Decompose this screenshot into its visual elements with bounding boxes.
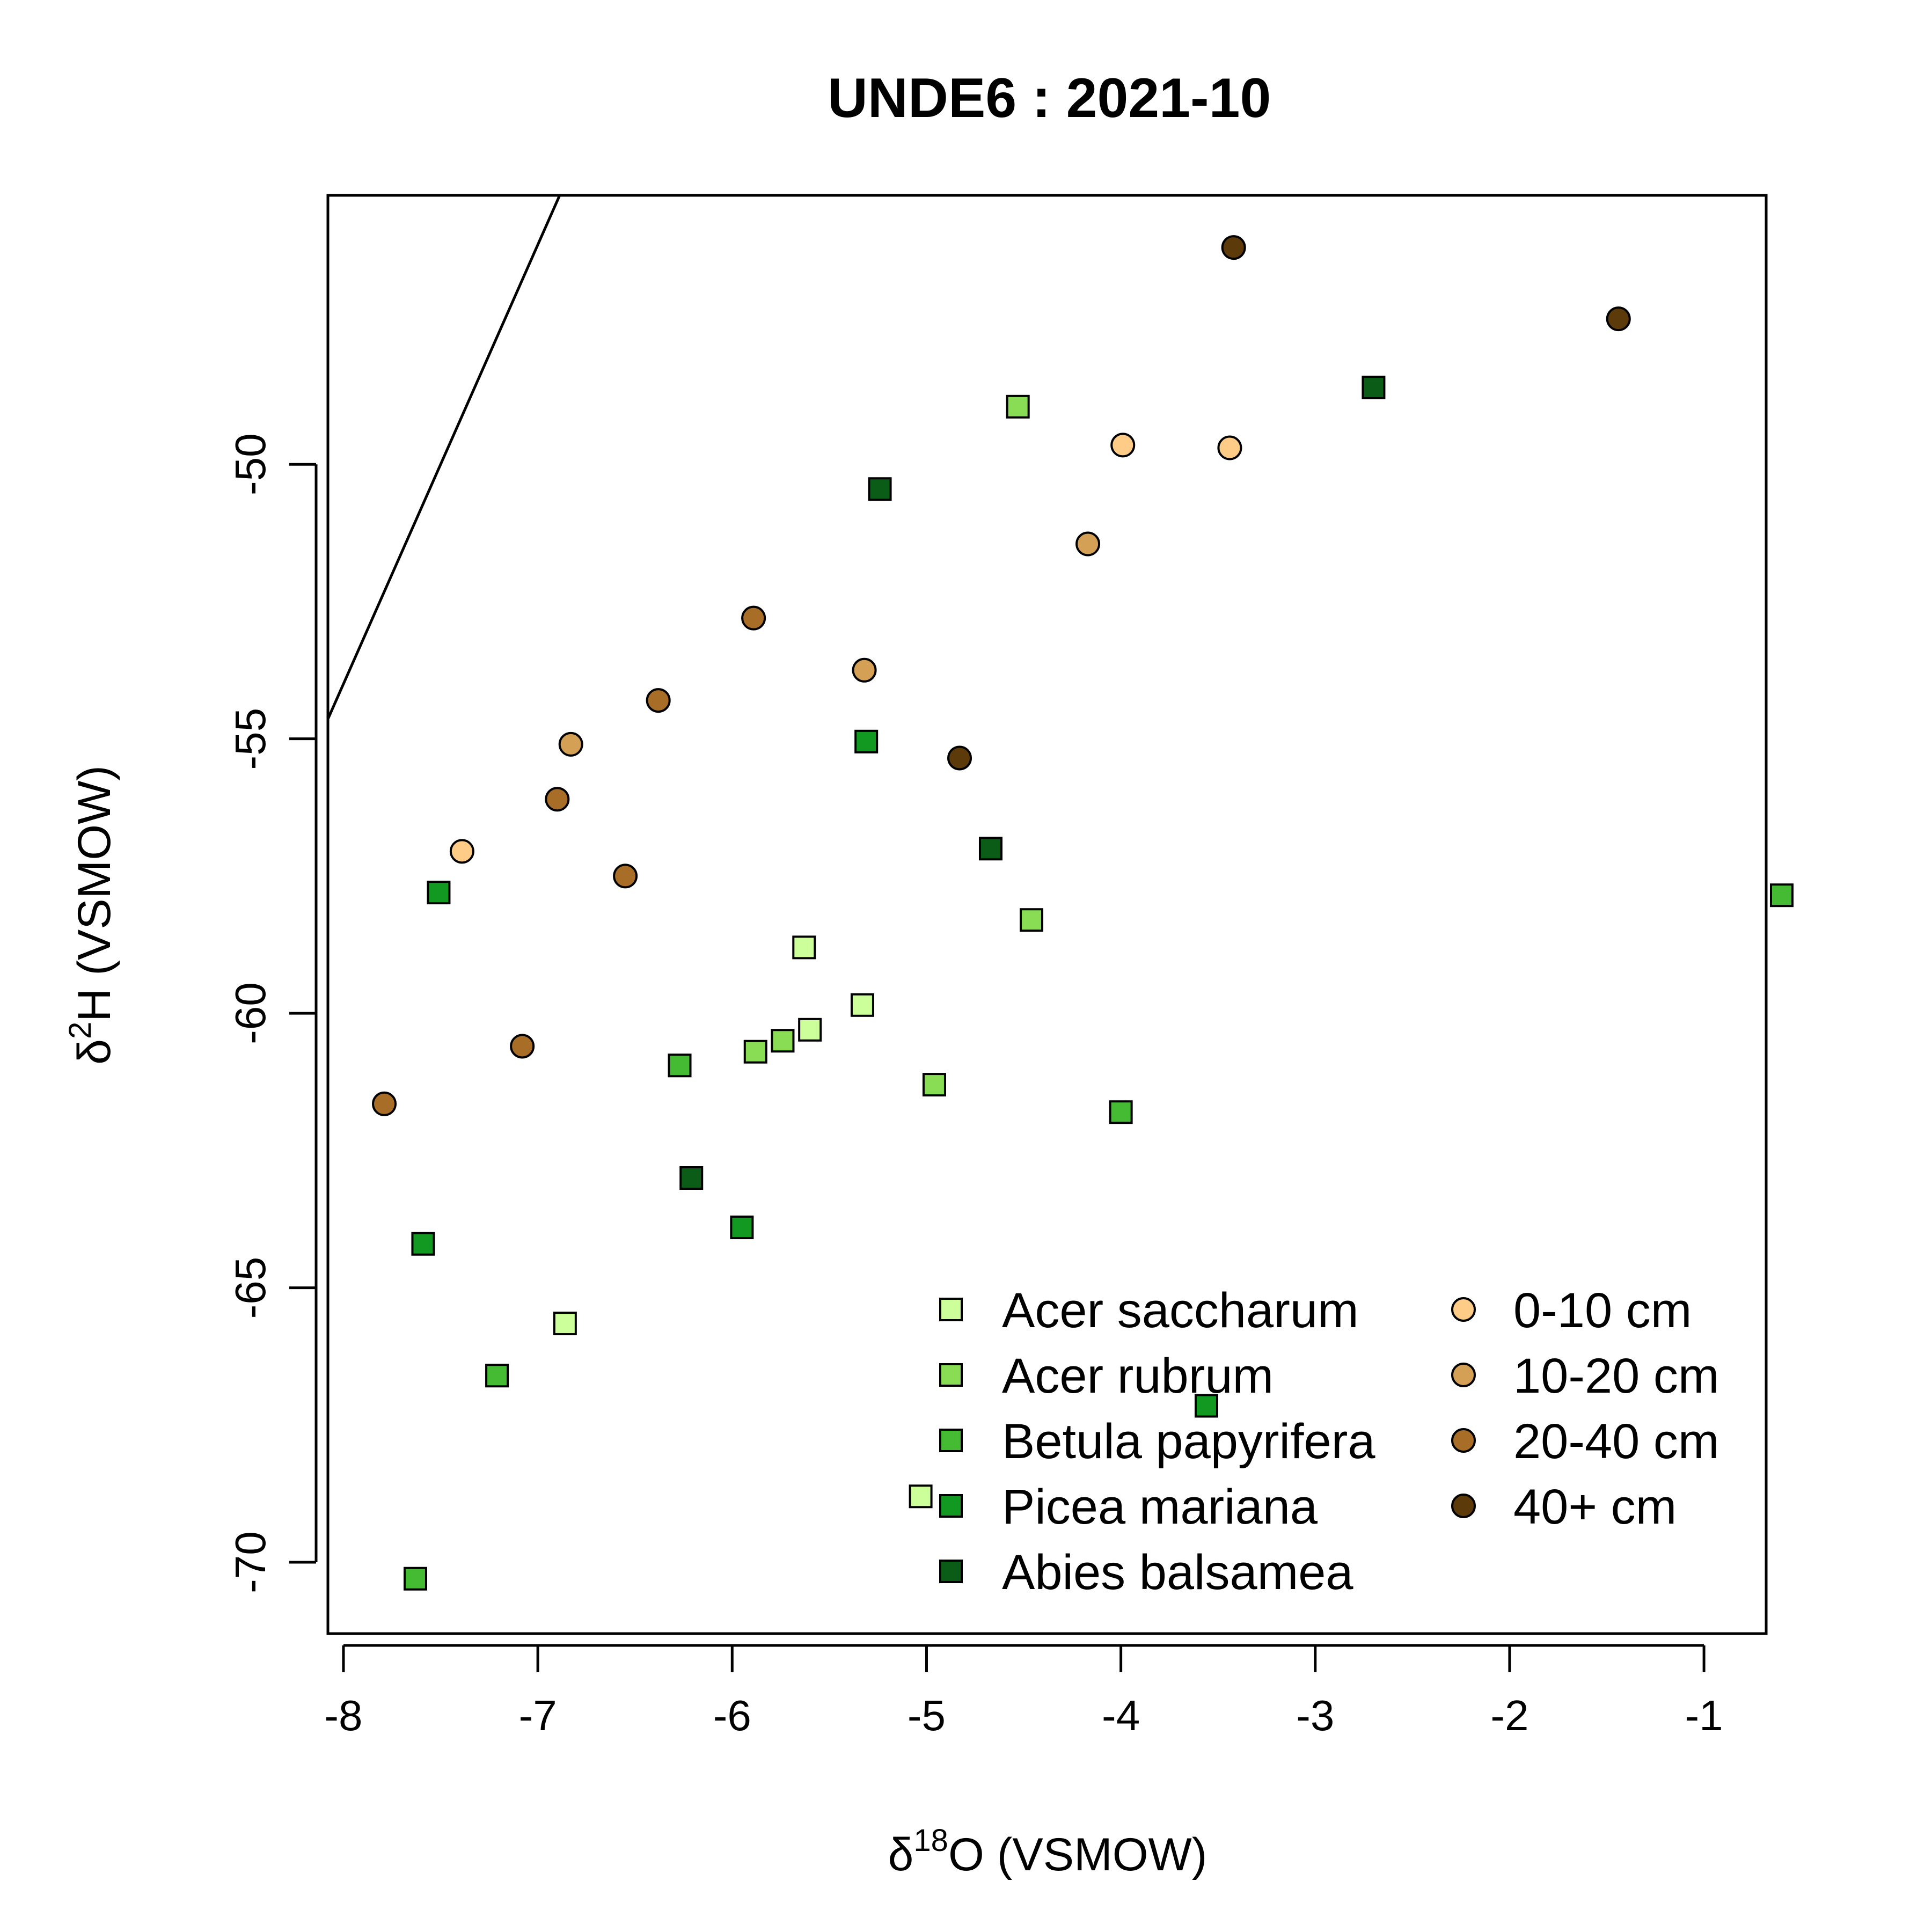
point-0-10-cm — [1217, 435, 1242, 460]
legend-entry-betula-papyrifera: Betula papyrifera — [1002, 1414, 1375, 1469]
point-betula-papyrifera — [1109, 1100, 1133, 1124]
point-abies-balsamea — [978, 837, 1002, 861]
point-0-10-cm — [449, 839, 474, 864]
legend-marker — [939, 1429, 963, 1452]
point-picea-mariana — [427, 881, 451, 905]
legend-entry-abies-balsamea: Abies balsamea — [1002, 1545, 1353, 1600]
legend-entry-picea-mariana: Picea mariana — [1002, 1480, 1318, 1534]
point-20-40-cm — [510, 1034, 535, 1059]
point-acer-rubrum — [771, 1029, 795, 1053]
legend-entry-40-cm: 40+ cm — [1513, 1480, 1677, 1534]
legend-marker — [939, 1494, 963, 1518]
x-tick-label: -7 — [519, 1692, 557, 1739]
y-tick-label: -50 — [226, 433, 274, 495]
point-betula-papyrifera — [1769, 883, 1794, 908]
point-20-40-cm — [613, 863, 638, 889]
y-tick-label: -60 — [226, 982, 274, 1044]
legend-marker — [1451, 1428, 1476, 1453]
legend-entry-0-10-cm: 0-10 cm — [1513, 1283, 1692, 1338]
point-acer-saccharum — [798, 1018, 822, 1042]
legend-entry-10-20-cm: 10-20 cm — [1513, 1349, 1719, 1403]
point-0-10-cm — [1110, 433, 1136, 458]
x-tick-label: -1 — [1685, 1692, 1723, 1739]
legend-marker — [1451, 1494, 1476, 1518]
y-tick-label: -65 — [226, 1257, 274, 1319]
point-20-40-cm — [545, 787, 570, 812]
plot-frame — [326, 194, 1768, 1635]
point-betula-papyrifera — [403, 1567, 427, 1591]
point-abies-balsamea — [868, 477, 892, 501]
x-tick-label: -8 — [324, 1692, 362, 1739]
point-abies-balsamea — [1362, 376, 1386, 400]
x-tick-label: -3 — [1296, 1692, 1334, 1739]
x-tick-label: -6 — [713, 1692, 751, 1739]
legend-entry-acer-rubrum: Acer rubrum — [1002, 1349, 1274, 1403]
x-tick-label: -5 — [908, 1692, 946, 1739]
point-40-cm — [1606, 306, 1631, 332]
y-axis: -70 -65 -60 -55 -50 — [226, 433, 318, 1593]
legend-marker — [1451, 1297, 1476, 1322]
point-10-20-cm — [1075, 531, 1101, 557]
point-betula-papyrifera — [668, 1053, 692, 1078]
point-40-cm — [1221, 235, 1246, 260]
point-acer-saccharum — [792, 935, 816, 960]
point-picea-mariana — [730, 1216, 754, 1240]
point-acer-rubrum — [1006, 394, 1030, 419]
point-20-40-cm — [646, 688, 671, 713]
x-axis: -8 -7 -6 -5 -4 -3 -2 -1 — [324, 1644, 1723, 1739]
point-acer-rubrum — [922, 1073, 946, 1097]
legend-marker — [1451, 1363, 1476, 1387]
legend-entry-20-40-cm: 20-40 cm — [1513, 1414, 1719, 1469]
point-betula-papyrifera — [485, 1364, 509, 1388]
point-40-cm — [947, 745, 972, 771]
point-acer-saccharum — [850, 993, 874, 1017]
legend: Acer saccharum Acer rubrum Betula papyrife… — [939, 1283, 1719, 1600]
point-picea-mariana — [411, 1232, 435, 1256]
x-tick-label: -2 — [1490, 1692, 1528, 1739]
legend-marker — [939, 1298, 963, 1321]
point-20-40-cm — [741, 605, 766, 631]
point-abies-balsamea — [679, 1166, 704, 1190]
point-10-20-cm — [558, 731, 583, 757]
point-acer-saccharum — [553, 1312, 577, 1336]
legend-entry-acer-saccharum: Acer saccharum — [1002, 1283, 1359, 1338]
point-acer-rubrum — [743, 1040, 767, 1064]
x-axis-label: δ18O (VSMOW) — [888, 1823, 1208, 1880]
x-tick-label: -4 — [1102, 1692, 1140, 1739]
legend-marker — [939, 1560, 963, 1583]
y-tick-label: -70 — [226, 1531, 274, 1593]
point-20-40-cm — [372, 1091, 397, 1116]
point-acer-saccharum — [909, 1484, 933, 1509]
y-tick-label: -55 — [226, 708, 274, 770]
legend-marker — [939, 1363, 963, 1387]
point-10-20-cm — [852, 657, 877, 683]
data-points — [372, 235, 1794, 1591]
point-picea-mariana — [854, 729, 879, 753]
chart-title: UNDE6 : 2021-10 — [828, 67, 1271, 129]
point-acer-rubrum — [1020, 908, 1044, 932]
point-picea-mariana — [1194, 1394, 1218, 1418]
y-axis-label: δ2H (VSMOW) — [63, 765, 120, 1065]
